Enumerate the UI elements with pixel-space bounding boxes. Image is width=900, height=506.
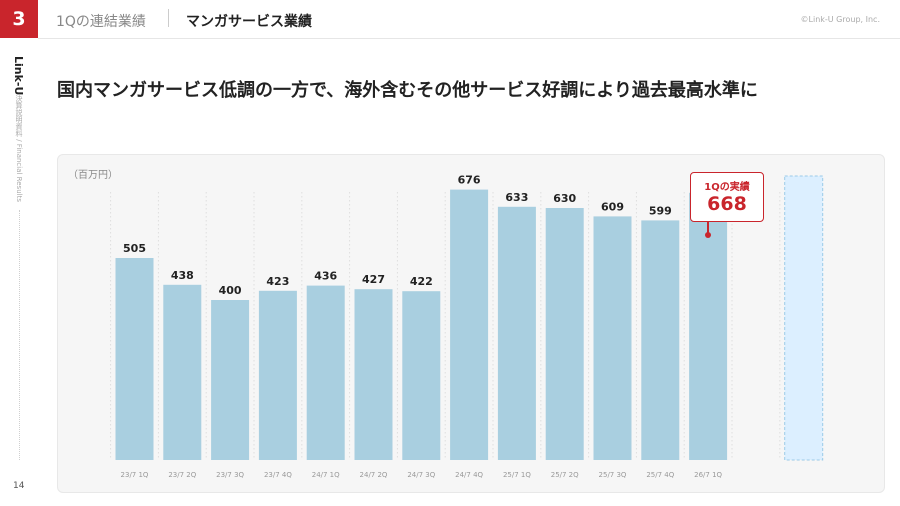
- sidebar-subtitle: 決算説明資料 / Financial Results: [15, 95, 23, 202]
- bar: [354, 289, 393, 460]
- callout-pointer: [707, 220, 709, 236]
- bar-value-label: 676: [458, 174, 481, 187]
- bar: [211, 300, 250, 460]
- callout-value: 668: [707, 193, 747, 215]
- callout-label: 1Qの実績: [704, 182, 750, 193]
- bar: [306, 285, 345, 460]
- x-tick-label: 25/7 3Q: [599, 471, 627, 479]
- x-tick-label: 26/7 1Q: [694, 471, 722, 479]
- x-tick-label: 24/7 1Q: [312, 471, 340, 479]
- bar: [545, 208, 584, 460]
- bar: [497, 206, 536, 460]
- bar-value-label: 400: [219, 284, 242, 297]
- bar: [163, 284, 202, 460]
- x-tick-label: 24/7 3Q: [407, 471, 435, 479]
- latest-quarter-callout: 1Qの実績 668: [690, 172, 764, 222]
- bar-value-label: 438: [171, 269, 194, 282]
- x-tick-label: 25/7 4Q: [646, 471, 674, 479]
- bar-value-label: 609: [601, 200, 624, 213]
- bar: [258, 290, 297, 460]
- x-tick-label: 25/7 2Q: [551, 471, 579, 479]
- sidebar-dotted-line: [19, 210, 20, 460]
- breadcrumb: 1Qの連結業績: [56, 14, 146, 30]
- breadcrumb-divider: [168, 9, 169, 27]
- bar-value-label: 630: [553, 192, 576, 205]
- bar-value-label: 423: [266, 275, 289, 288]
- callout-pointer-dot: [705, 232, 711, 238]
- section-number-badge: 3: [0, 0, 38, 38]
- x-tick-label: 25/7 1Q: [503, 471, 531, 479]
- bar-value-label: 427: [362, 273, 385, 286]
- bar: [641, 220, 680, 460]
- bar-chart: 505 23/7 1Q 438 23/7 2Q 400 23/7 3Q 423 23/7 4Q…: [110, 174, 824, 479]
- bar: [402, 291, 441, 460]
- x-tick-label: 24/7 2Q: [360, 471, 388, 479]
- placeholder-bar: [784, 175, 824, 461]
- x-tick-label: 23/7 4Q: [264, 471, 292, 479]
- x-tick-label: 23/7 1Q: [121, 471, 149, 479]
- bar-value-label: 599: [649, 204, 672, 217]
- chart-unit-label: （百万円）: [68, 170, 118, 181]
- bar: [593, 216, 632, 460]
- page-title: マンガサービス業績: [186, 14, 312, 30]
- x-tick-label: 23/7 2Q: [168, 471, 196, 479]
- x-tick-label: 23/7 3Q: [216, 471, 244, 479]
- page-number: 14: [13, 481, 25, 491]
- bar: [115, 258, 154, 460]
- header-divider: [38, 38, 900, 39]
- x-tick-label: 24/7 4Q: [455, 471, 483, 479]
- slide-headline: 国内マンガサービス低調の一方で、海外含むその他サービス好調により過去最高水準に: [57, 80, 758, 101]
- bar: [450, 189, 489, 460]
- copyright-text: ©Link-U Group, Inc.: [800, 15, 880, 24]
- bar-value-label: 436: [314, 270, 337, 283]
- bar-value-label: 633: [505, 191, 528, 204]
- bar-value-label: 505: [123, 242, 146, 255]
- bar-value-label: 422: [410, 275, 433, 288]
- company-logo: Link-U: [12, 56, 25, 96]
